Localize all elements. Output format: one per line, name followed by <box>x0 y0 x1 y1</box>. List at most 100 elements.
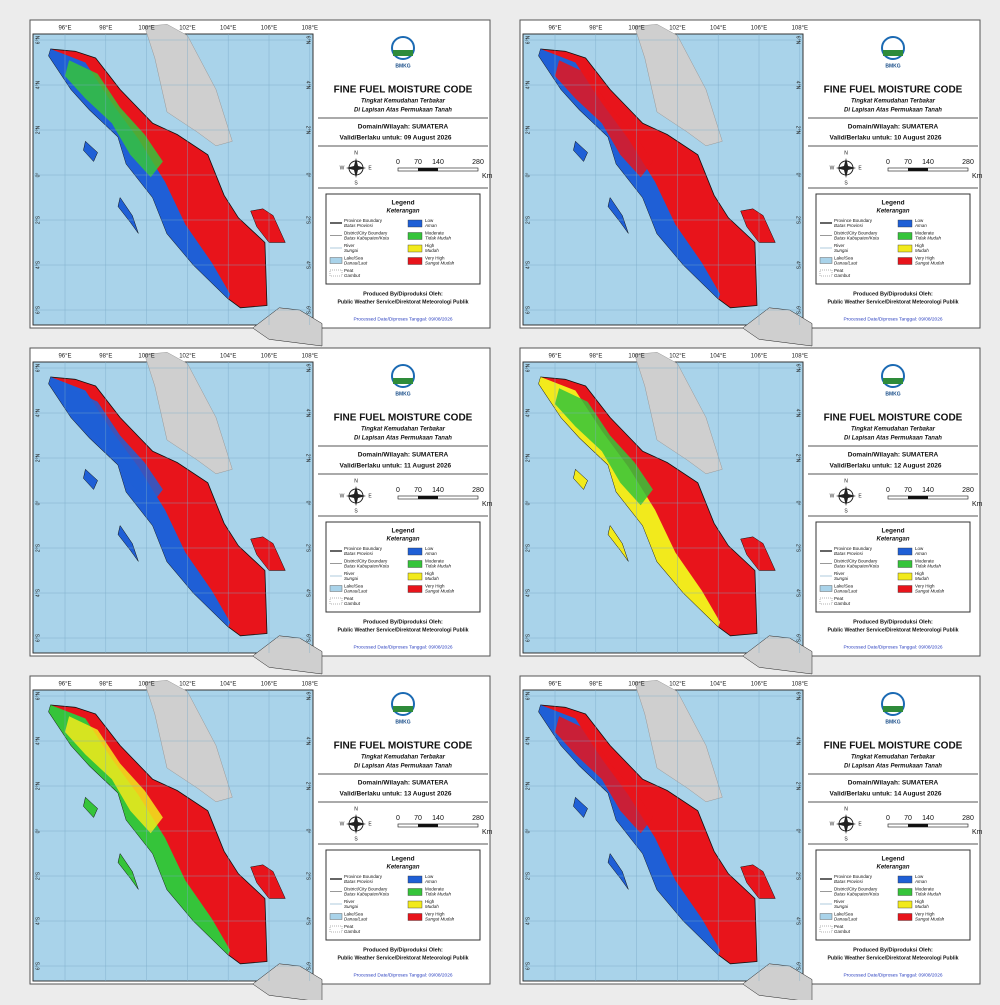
nias <box>573 468 588 490</box>
legend-local: Aman <box>914 551 927 556</box>
bangka <box>740 536 776 571</box>
longitude-label: 104°E <box>710 682 726 688</box>
longitude-label: 108°E <box>792 26 808 32</box>
map: 96°E 98°E 100°E 102°E 104°E 106°E 108°E 6°N 6°N 4… <box>32 352 323 675</box>
scale-bar-fill <box>908 496 928 499</box>
north-zone <box>555 60 653 178</box>
bangka <box>250 864 286 899</box>
compass-star <box>836 814 856 834</box>
latitude-label: 6°N <box>305 692 311 701</box>
legend-swatch <box>897 244 913 253</box>
compass-letter: N <box>844 478 848 484</box>
subtitle: Tingkat Kemudahan Terbakar <box>851 755 936 761</box>
legend-name: District/City Boundary <box>834 887 878 892</box>
legend-name: Very High <box>915 912 935 917</box>
scale-label: 280 <box>962 159 974 166</box>
processed: Processed Date/Diproses Tanggal: 09/08/2… <box>353 972 452 978</box>
legend-local: Batas Provinsi <box>344 223 374 228</box>
legend-name: River <box>344 899 355 904</box>
valid-date: 09 August 2026 <box>404 135 452 142</box>
latitude-label: 2°N <box>525 453 531 462</box>
subtitle: Di Lapisan Atas Permukaan Tanah <box>844 436 942 442</box>
latitude-label: 4°N <box>35 80 41 89</box>
legend-local: Tidak Mudah <box>915 892 941 897</box>
legend-local: Tidak Mudah <box>425 236 451 241</box>
legend-swatch <box>819 597 833 605</box>
map-panel: 96°E 98°E 100°E 102°E 104°E 106°E 108°E 6°N 6°N 4… <box>29 19 493 347</box>
scale-bar-fill <box>418 168 438 171</box>
legend-local: Batas Provinsi <box>834 551 864 556</box>
legend-local: Sungai <box>834 576 849 581</box>
legend-name: Province Boundary <box>834 874 873 879</box>
map-panel: 96°E 98°E 100°E 102°E 104°E 106°E 108°E 6°N 6°N 4… <box>29 347 493 675</box>
latitude-label: 0° <box>525 501 531 506</box>
logo-text: BMKG <box>885 391 900 397</box>
legend-local: Danau/Laut <box>834 917 858 922</box>
bangka <box>250 536 286 571</box>
latitude-label: 0° <box>35 173 41 178</box>
legend-name: Low <box>915 874 924 879</box>
legend-swatch <box>407 232 423 240</box>
legend-name: Moderate <box>425 559 445 564</box>
nias <box>573 796 588 818</box>
latitude-label: 6°N <box>525 691 531 700</box>
legend-name: Province Boundary <box>834 546 873 551</box>
subtitle: Di Lapisan Atas Permukaan Tanah <box>354 436 452 442</box>
legend-local: Sangat Mudah <box>425 589 455 594</box>
latitude-label: 2°S <box>305 216 311 225</box>
latitude-label: 4°N <box>305 409 311 418</box>
legend-local: Mudah <box>915 904 929 909</box>
latitude-label: 6°N <box>795 692 801 701</box>
legend-name: Very High <box>425 912 445 917</box>
latitude-label: 6°S <box>305 962 311 971</box>
latitude-label: 6°S <box>305 306 311 315</box>
processed: Processed Date/Diproses Tanggal: 09/08/2… <box>843 316 942 322</box>
legend-swatch <box>329 597 343 605</box>
scale-label: 140 <box>432 159 444 166</box>
legend-local: Gambut <box>344 601 361 606</box>
valid-prefix: Valid/Berlaku untuk: <box>340 463 403 470</box>
legend-name: Low <box>915 218 924 223</box>
produced-by: Produced By/Diproduksi Oleh: <box>853 947 933 953</box>
valid-prefix: Valid/Berlaku untuk: <box>830 135 893 142</box>
java <box>742 307 813 347</box>
compass-star <box>836 158 856 178</box>
legend-local: Batas Kabupaten/Kota <box>834 236 880 241</box>
compass-letter: N <box>844 150 848 156</box>
legend-local: Danau/Laut <box>344 261 368 266</box>
scale-label: 70 <box>414 487 422 494</box>
legend-name: High <box>915 571 925 576</box>
legend-local: Batas Provinsi <box>344 879 374 884</box>
scale-label: 140 <box>922 159 934 166</box>
latitude-label: 6°N <box>35 35 41 44</box>
latitude-label: 2°N <box>795 782 801 791</box>
north-zone <box>65 60 163 178</box>
latitude-label: 4°N <box>795 81 801 90</box>
legend-swatch <box>819 913 833 920</box>
legend-swatch <box>819 257 833 264</box>
legend-title: Legend <box>391 200 414 207</box>
map: 96°E 98°E 100°E 102°E 104°E 106°E 108°E 6°N 6°N 4… <box>32 24 323 347</box>
subtitle: Tingkat Kemudahan Terbakar <box>361 755 446 761</box>
legend-local: Danau/Laut <box>834 589 858 594</box>
legend-local: Sangat Mudah <box>915 261 945 266</box>
subtitle: Tingkat Kemudahan Terbakar <box>361 99 446 105</box>
legend-name: Low <box>425 874 434 879</box>
latitude-label: 4°S <box>525 260 531 269</box>
info-panel: BMKG FINE FUEL MOISTURE CODE Tingkat Kemud… <box>808 692 983 978</box>
compass-letter: S <box>354 180 358 186</box>
legend-subtitle: Keterangan <box>386 865 419 871</box>
legend-name: River <box>834 571 845 576</box>
nias <box>83 796 98 818</box>
legend-title: Legend <box>881 200 904 207</box>
producer: Public Weather Service/Direktorat Meteor… <box>337 627 468 633</box>
legend-local: Sungai <box>344 904 359 909</box>
longitude-label: 100°E <box>628 26 644 32</box>
legend-name: Lake/Sea <box>344 912 364 917</box>
longitude-label: 104°E <box>710 354 726 360</box>
legend-box <box>325 521 481 613</box>
produced-by: Produced By/Diproduksi Oleh: <box>363 291 443 297</box>
latitude-label: 6°N <box>795 364 801 373</box>
latitude-label: 6°S <box>35 305 41 314</box>
latitude-label: 0° <box>305 829 311 834</box>
